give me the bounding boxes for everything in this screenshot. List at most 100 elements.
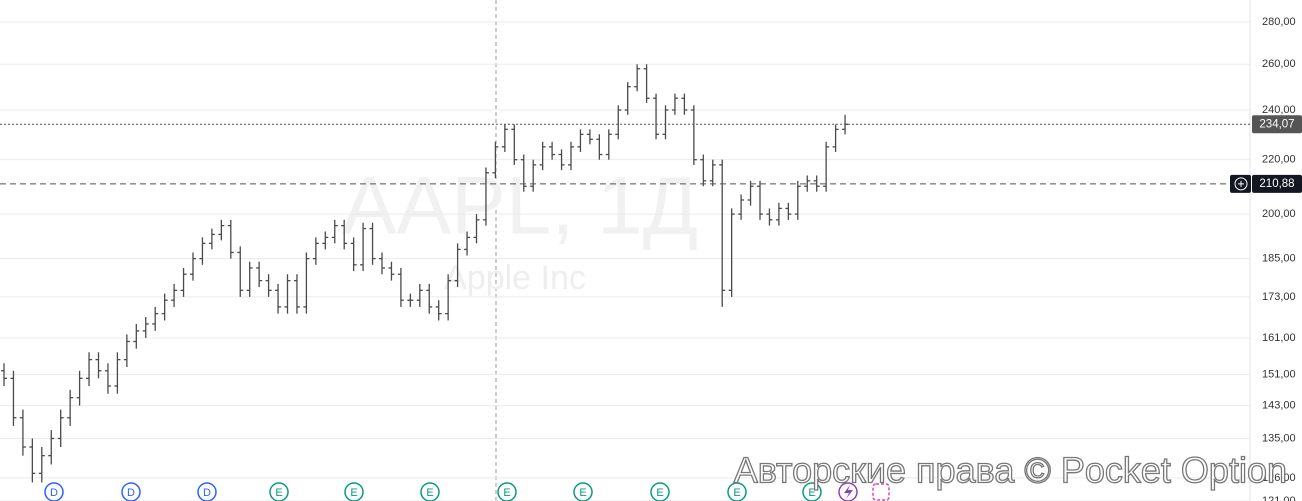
split-icon[interactable] bbox=[872, 483, 890, 501]
y-tick-label: 173,00 bbox=[1262, 291, 1296, 303]
ohlc-bar bbox=[615, 105, 622, 140]
ohlc-bar bbox=[738, 194, 745, 220]
ohlc-bar bbox=[369, 222, 376, 265]
event-marker[interactable] bbox=[727, 482, 747, 501]
ohlc-bar bbox=[473, 214, 480, 244]
y-tick-label: 121,00 bbox=[1262, 495, 1296, 501]
event-label: E bbox=[579, 487, 586, 499]
ohlc-bar bbox=[29, 438, 36, 483]
ohlc-bar bbox=[577, 129, 584, 152]
event-marker[interactable] bbox=[573, 482, 593, 501]
event-label: E bbox=[656, 487, 663, 499]
event-label: D bbox=[127, 487, 135, 499]
y-tick-label: 151,00 bbox=[1262, 368, 1296, 380]
ohlc-bar bbox=[605, 129, 612, 160]
event-marker[interactable] bbox=[650, 482, 670, 501]
price-tag bbox=[1252, 115, 1302, 134]
y-tick-label: 220,00 bbox=[1262, 154, 1296, 166]
ohlc-bar bbox=[275, 283, 282, 314]
add-alert[interactable] bbox=[1234, 177, 1248, 191]
grid bbox=[0, 21, 1250, 501]
ohlc-bar bbox=[445, 274, 452, 321]
ohlc-bar bbox=[180, 267, 187, 297]
ohlc-bar bbox=[596, 134, 603, 160]
ohlc-bar bbox=[823, 141, 830, 192]
name-watermark: Apple Inc bbox=[444, 259, 586, 297]
ohlc-bar bbox=[426, 283, 433, 314]
plus bbox=[1238, 180, 1244, 187]
event-label: D bbox=[50, 487, 58, 499]
event-marker[interactable] bbox=[802, 482, 822, 501]
ohlc-bar bbox=[690, 105, 697, 165]
ohlc-bar bbox=[520, 154, 527, 192]
symbol-watermark: AAPL, 1Д bbox=[342, 161, 698, 252]
event-label: E bbox=[808, 487, 815, 499]
price-tag-label: 234,07 bbox=[1259, 118, 1294, 130]
ohlc-bar bbox=[643, 64, 650, 103]
ohlc-bar bbox=[57, 409, 64, 448]
ohlc-bar bbox=[284, 274, 291, 314]
ohlc-bar bbox=[237, 246, 244, 297]
ohlc-bar bbox=[511, 124, 518, 165]
ohlc-bar bbox=[568, 141, 574, 171]
event-icons bbox=[838, 482, 890, 501]
ohlc-bar bbox=[256, 261, 263, 288]
ohlc-bar bbox=[199, 237, 206, 265]
event-marker[interactable] bbox=[344, 482, 364, 501]
ohlc-bar bbox=[265, 274, 272, 297]
ohlc-bar bbox=[76, 370, 83, 406]
ohlc-bar bbox=[38, 447, 45, 483]
price-tag bbox=[1252, 174, 1302, 193]
ohlc-bar bbox=[190, 252, 196, 281]
event-marker[interactable] bbox=[44, 482, 64, 501]
ohlc-bar bbox=[804, 175, 811, 192]
y-tick-label: 185,00 bbox=[1262, 253, 1296, 265]
event-marker[interactable] bbox=[121, 482, 141, 501]
ohlc-bar bbox=[312, 237, 319, 265]
ohlc-bar bbox=[530, 159, 537, 192]
y-tick-label: 135,00 bbox=[1262, 432, 1296, 444]
ohlc-bar bbox=[171, 283, 178, 307]
ohlc-bar bbox=[832, 124, 839, 152]
ohlc-bar bbox=[719, 159, 726, 307]
event-label: E bbox=[350, 487, 357, 499]
ohlc-bar bbox=[303, 252, 310, 314]
ohlc-bar bbox=[586, 129, 593, 145]
ohlc-bar bbox=[416, 283, 423, 307]
ohlc-bar bbox=[624, 82, 631, 115]
ohlc-bar bbox=[67, 389, 74, 426]
ohlc-bar bbox=[681, 93, 688, 115]
ohlc-bar bbox=[653, 93, 660, 140]
ohlc-bar bbox=[246, 261, 253, 297]
ohlc-bar bbox=[360, 222, 367, 272]
ohlc-bar bbox=[95, 352, 102, 379]
event-marker[interactable] bbox=[269, 482, 289, 501]
ohlc-bar bbox=[19, 409, 26, 456]
event-marker[interactable] bbox=[497, 482, 517, 501]
ohlc-bar bbox=[501, 124, 508, 152]
ohlc-bar bbox=[123, 334, 130, 368]
ohlc-bar bbox=[1, 363, 7, 387]
ohlc-bar bbox=[48, 430, 55, 465]
ohlc-bar bbox=[671, 93, 678, 115]
ohlc-bar bbox=[454, 243, 461, 288]
event-marker[interactable] bbox=[420, 482, 440, 501]
event-marker[interactable] bbox=[197, 482, 217, 501]
ohlc-bar bbox=[662, 105, 669, 140]
ohlc-bar bbox=[549, 141, 556, 160]
ohlc-bar bbox=[435, 300, 442, 321]
event-label: D bbox=[203, 487, 211, 499]
ohlc-bar bbox=[208, 228, 215, 250]
event-label: E bbox=[733, 487, 740, 499]
ohlc-bar bbox=[539, 141, 546, 171]
y-tick-label: 126,00 bbox=[1262, 472, 1296, 484]
ohlc-bar bbox=[757, 180, 763, 220]
price-tag-label: 210,88 bbox=[1259, 178, 1294, 190]
ohlc-bar bbox=[293, 274, 300, 314]
ohlc-bar bbox=[350, 237, 357, 272]
y-tick-label: 161,00 bbox=[1262, 332, 1296, 344]
ohlc-bar bbox=[464, 231, 471, 256]
y-tick-label: 143,00 bbox=[1262, 400, 1296, 412]
ohlc-bar bbox=[813, 175, 820, 192]
